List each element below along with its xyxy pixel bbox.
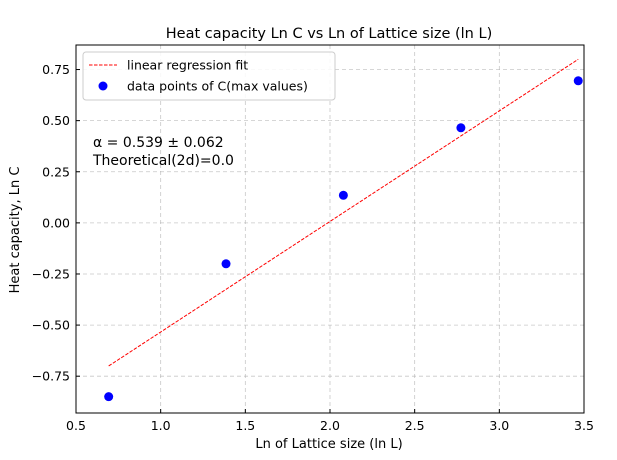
legend: linear regression fit data points of C(m… [82, 51, 336, 101]
data-point [221, 259, 231, 269]
x-tick-label: 3.5 [574, 418, 594, 433]
y-tick-label: 0.50 [42, 113, 70, 128]
data-point [338, 190, 348, 200]
x-tick-label: 2.0 [320, 418, 340, 433]
x-tick-label: 1.5 [235, 418, 255, 433]
regression-line [108, 58, 579, 367]
data-point [456, 123, 466, 133]
y-tick-label: −0.50 [32, 318, 70, 333]
x-tick-label: 2.5 [405, 418, 425, 433]
x-axis-ticks: 0.5 1.0 1.5 2.0 2.5 3.0 3.5 [66, 409, 594, 433]
legend-label-regression: linear regression fit [127, 58, 248, 73]
legend-label-points: data points of C(max values) [127, 79, 308, 94]
y-axis-ticks: −0.75 −0.50 −0.25 0.00 0.25 0.50 0.75 [32, 62, 80, 384]
y-tick-label: −0.75 [32, 369, 70, 384]
data-point [573, 76, 583, 86]
theoretical-annotation: Theoretical(2d)=0.0 [92, 153, 234, 169]
legend-marker-swatch [98, 81, 108, 91]
data-points-group [104, 76, 583, 402]
y-axis-label: Heat capacity, Ln C [8, 167, 23, 294]
legend-box [82, 51, 336, 101]
x-tick-label: 0.5 [66, 418, 86, 433]
y-tick-label: 0.25 [42, 164, 70, 179]
y-tick-label: 0.75 [42, 62, 70, 77]
y-tick-label: 0.00 [42, 215, 70, 230]
y-tick-label: −0.25 [32, 266, 70, 281]
data-point [104, 392, 114, 402]
x-tick-label: 1.0 [151, 418, 171, 433]
x-axis-label: Ln of Lattice size (ln L) [255, 437, 402, 452]
alpha-annotation: α = 0.539 ± 0.062 [93, 135, 224, 151]
x-tick-label: 3.0 [489, 418, 509, 433]
regression-line-group [108, 58, 579, 367]
chart-title: Heat capacity Ln C vs Ln of Lattice size… [166, 26, 492, 42]
